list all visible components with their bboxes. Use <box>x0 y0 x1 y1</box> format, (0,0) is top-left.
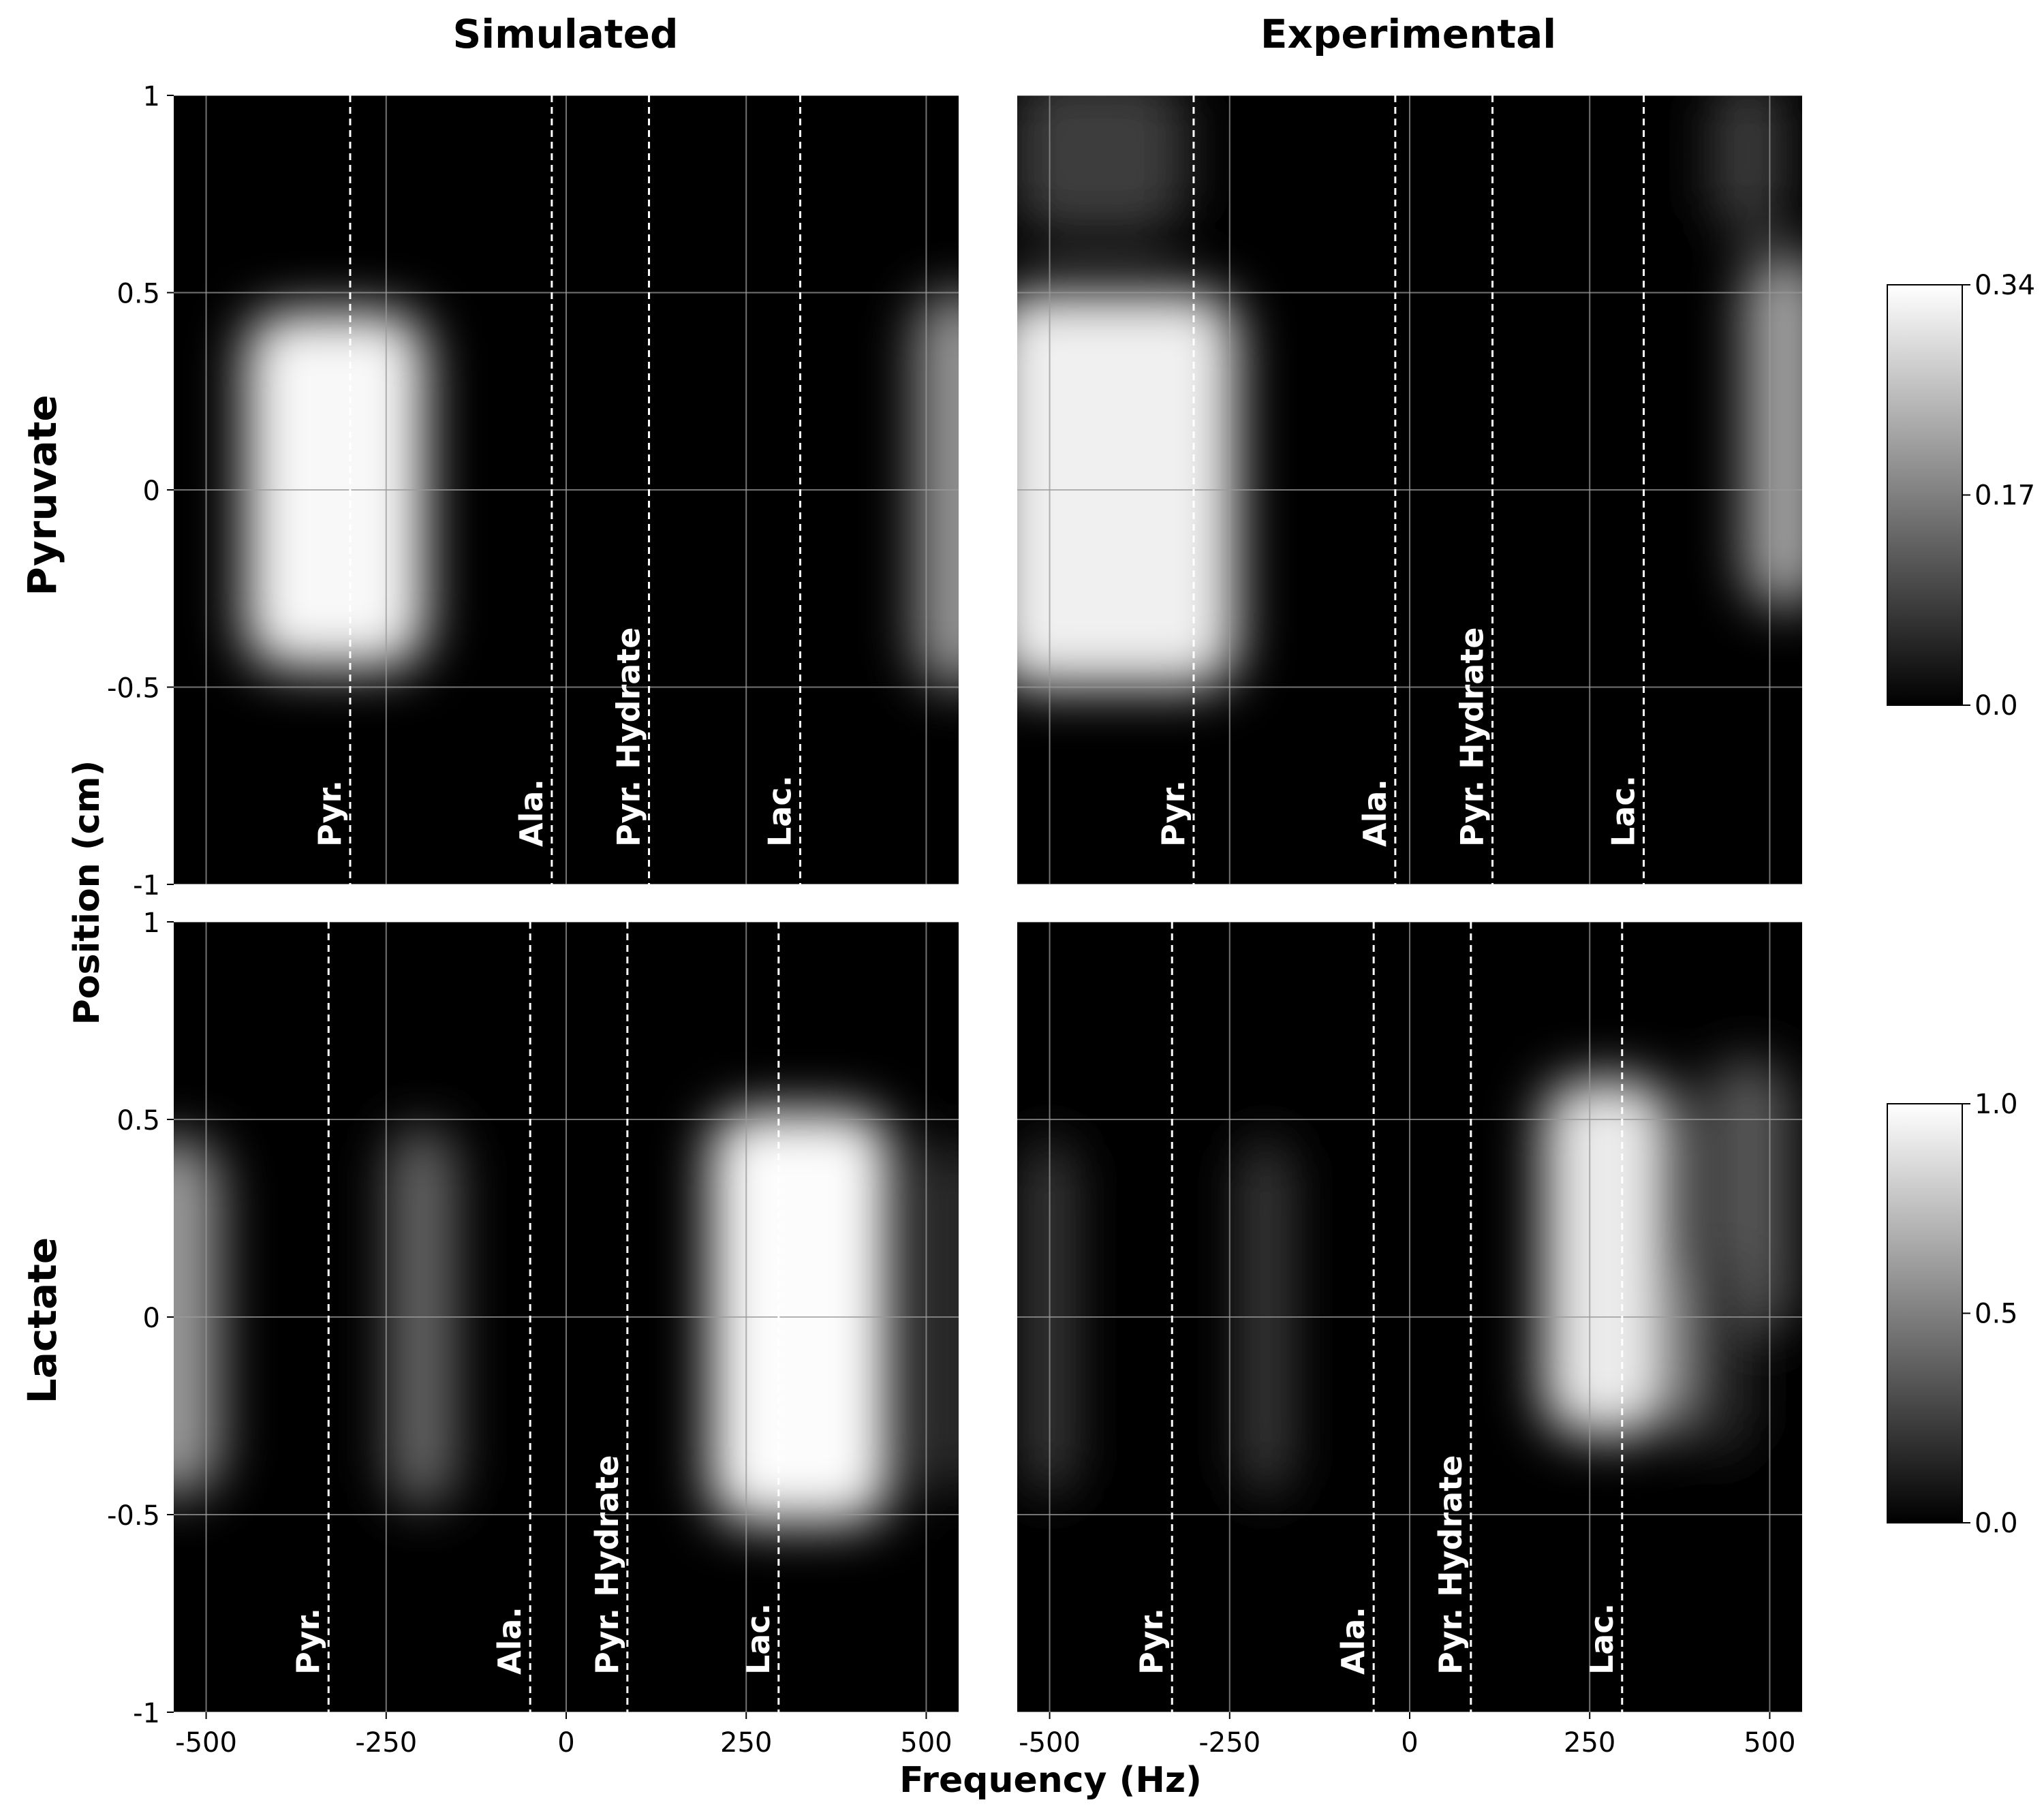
marker-label: Pyr. Hydrate <box>1454 628 1491 848</box>
heatmap-cell <box>1712 95 1784 234</box>
marker-label: Lac. <box>761 775 798 847</box>
x-tick-label: 250 <box>1564 1727 1615 1759</box>
heatmap-panel-pyruvate-experimental: Pyr. Ala. Pyr. Hydrate Lac. <box>1017 95 1802 884</box>
colorbar-tick-label: 1.0 <box>1975 1089 2018 1120</box>
colorbar-tick-label: 0.5 <box>1975 1299 2018 1330</box>
y-tick-label: -1 <box>133 870 160 901</box>
marker-label: Pyr. Hydrate <box>1432 1455 1469 1675</box>
row-title-lactate: Lactate <box>19 1237 65 1404</box>
heatmap-panel-pyruvate-simulated: Pyr. Ala. Pyr. Hydrate Lac. <box>174 95 959 884</box>
y-axis-label: Position (cm) <box>67 760 108 1025</box>
colorbar-pyruvate: 0.34 0.17 0.0 <box>1887 270 2035 722</box>
x-tick-label: 0 <box>1401 1727 1418 1759</box>
heatmap-cell <box>1543 1080 1673 1436</box>
heatmap-panel-lactate-simulated: Pyr. Ala. Pyr. Hydrate Lac. <box>174 922 959 1712</box>
x-tick-label: 500 <box>900 1727 952 1759</box>
x-axis-label: Frequency (Hz) <box>899 1760 1202 1801</box>
x-tick-label: -250 <box>1198 1727 1260 1759</box>
y-tick-label: 0.5 <box>117 1105 160 1136</box>
y-tick-label: 0.5 <box>117 279 160 310</box>
marker-label: Lac. <box>1583 1603 1620 1675</box>
marker-label: Ala. <box>513 779 550 847</box>
marker-label: Ala. <box>491 1607 528 1675</box>
column-title-experimental: Experimental <box>1260 11 1556 57</box>
y-tick-label: -0.5 <box>107 673 160 705</box>
colorbar-tick-label: 0.34 <box>1975 270 2035 301</box>
x-tick-label: 0 <box>557 1727 574 1759</box>
y-tick-label: 0 <box>143 1303 160 1334</box>
colorbar-lactate: 1.0 0.5 0.0 <box>1887 1089 2018 1539</box>
y-tick-label: 0 <box>143 476 160 507</box>
heatmap-panel-lactate-experimental: Pyr. Ala. Pyr. Hydrate Lac. <box>1017 922 1802 1712</box>
marker-label: Ala. <box>1357 779 1393 847</box>
x-tick-label: -250 <box>355 1727 417 1759</box>
heatmap-cell <box>1017 95 1187 234</box>
heatmap-cell <box>1690 1258 1748 1455</box>
marker-label: Lac. <box>740 1603 777 1675</box>
marker-label: Pyr. <box>1155 780 1192 847</box>
colorbar-gradient <box>1887 284 1963 706</box>
y-tick-label: -0.5 <box>107 1500 160 1532</box>
marker-label: Lac. <box>1605 775 1641 847</box>
colorbar-tick-label: 0.17 <box>1975 480 2035 512</box>
y-tick-label: 1 <box>143 81 160 112</box>
marker-label: Pyr. <box>290 1608 326 1675</box>
marker-label: Pyr. <box>1133 1608 1170 1675</box>
colorbar-tick-label: 0.0 <box>1975 1508 2018 1539</box>
colorbar-tick-label: 0.0 <box>1975 690 2018 722</box>
x-tick-label: 500 <box>1744 1727 1795 1759</box>
marker-label: Pyr. Hydrate <box>589 1455 625 1675</box>
y-tick-label: 1 <box>143 908 160 939</box>
column-title-simulated: Simulated <box>453 11 679 57</box>
marker-label: Ala. <box>1335 1607 1372 1675</box>
x-tick-label: -500 <box>175 1727 237 1759</box>
y-tick-label: -1 <box>133 1698 160 1729</box>
marker-label: Pyr. Hydrate <box>610 628 647 848</box>
x-tick-label: -500 <box>1019 1727 1081 1759</box>
row-title-pyruvate: Pyruvate <box>19 394 65 595</box>
x-tick-label: 250 <box>720 1727 772 1759</box>
colorbar-gradient <box>1887 1103 1963 1523</box>
marker-label: Pyr. <box>311 780 348 847</box>
heatmap-cell <box>1744 253 1802 608</box>
